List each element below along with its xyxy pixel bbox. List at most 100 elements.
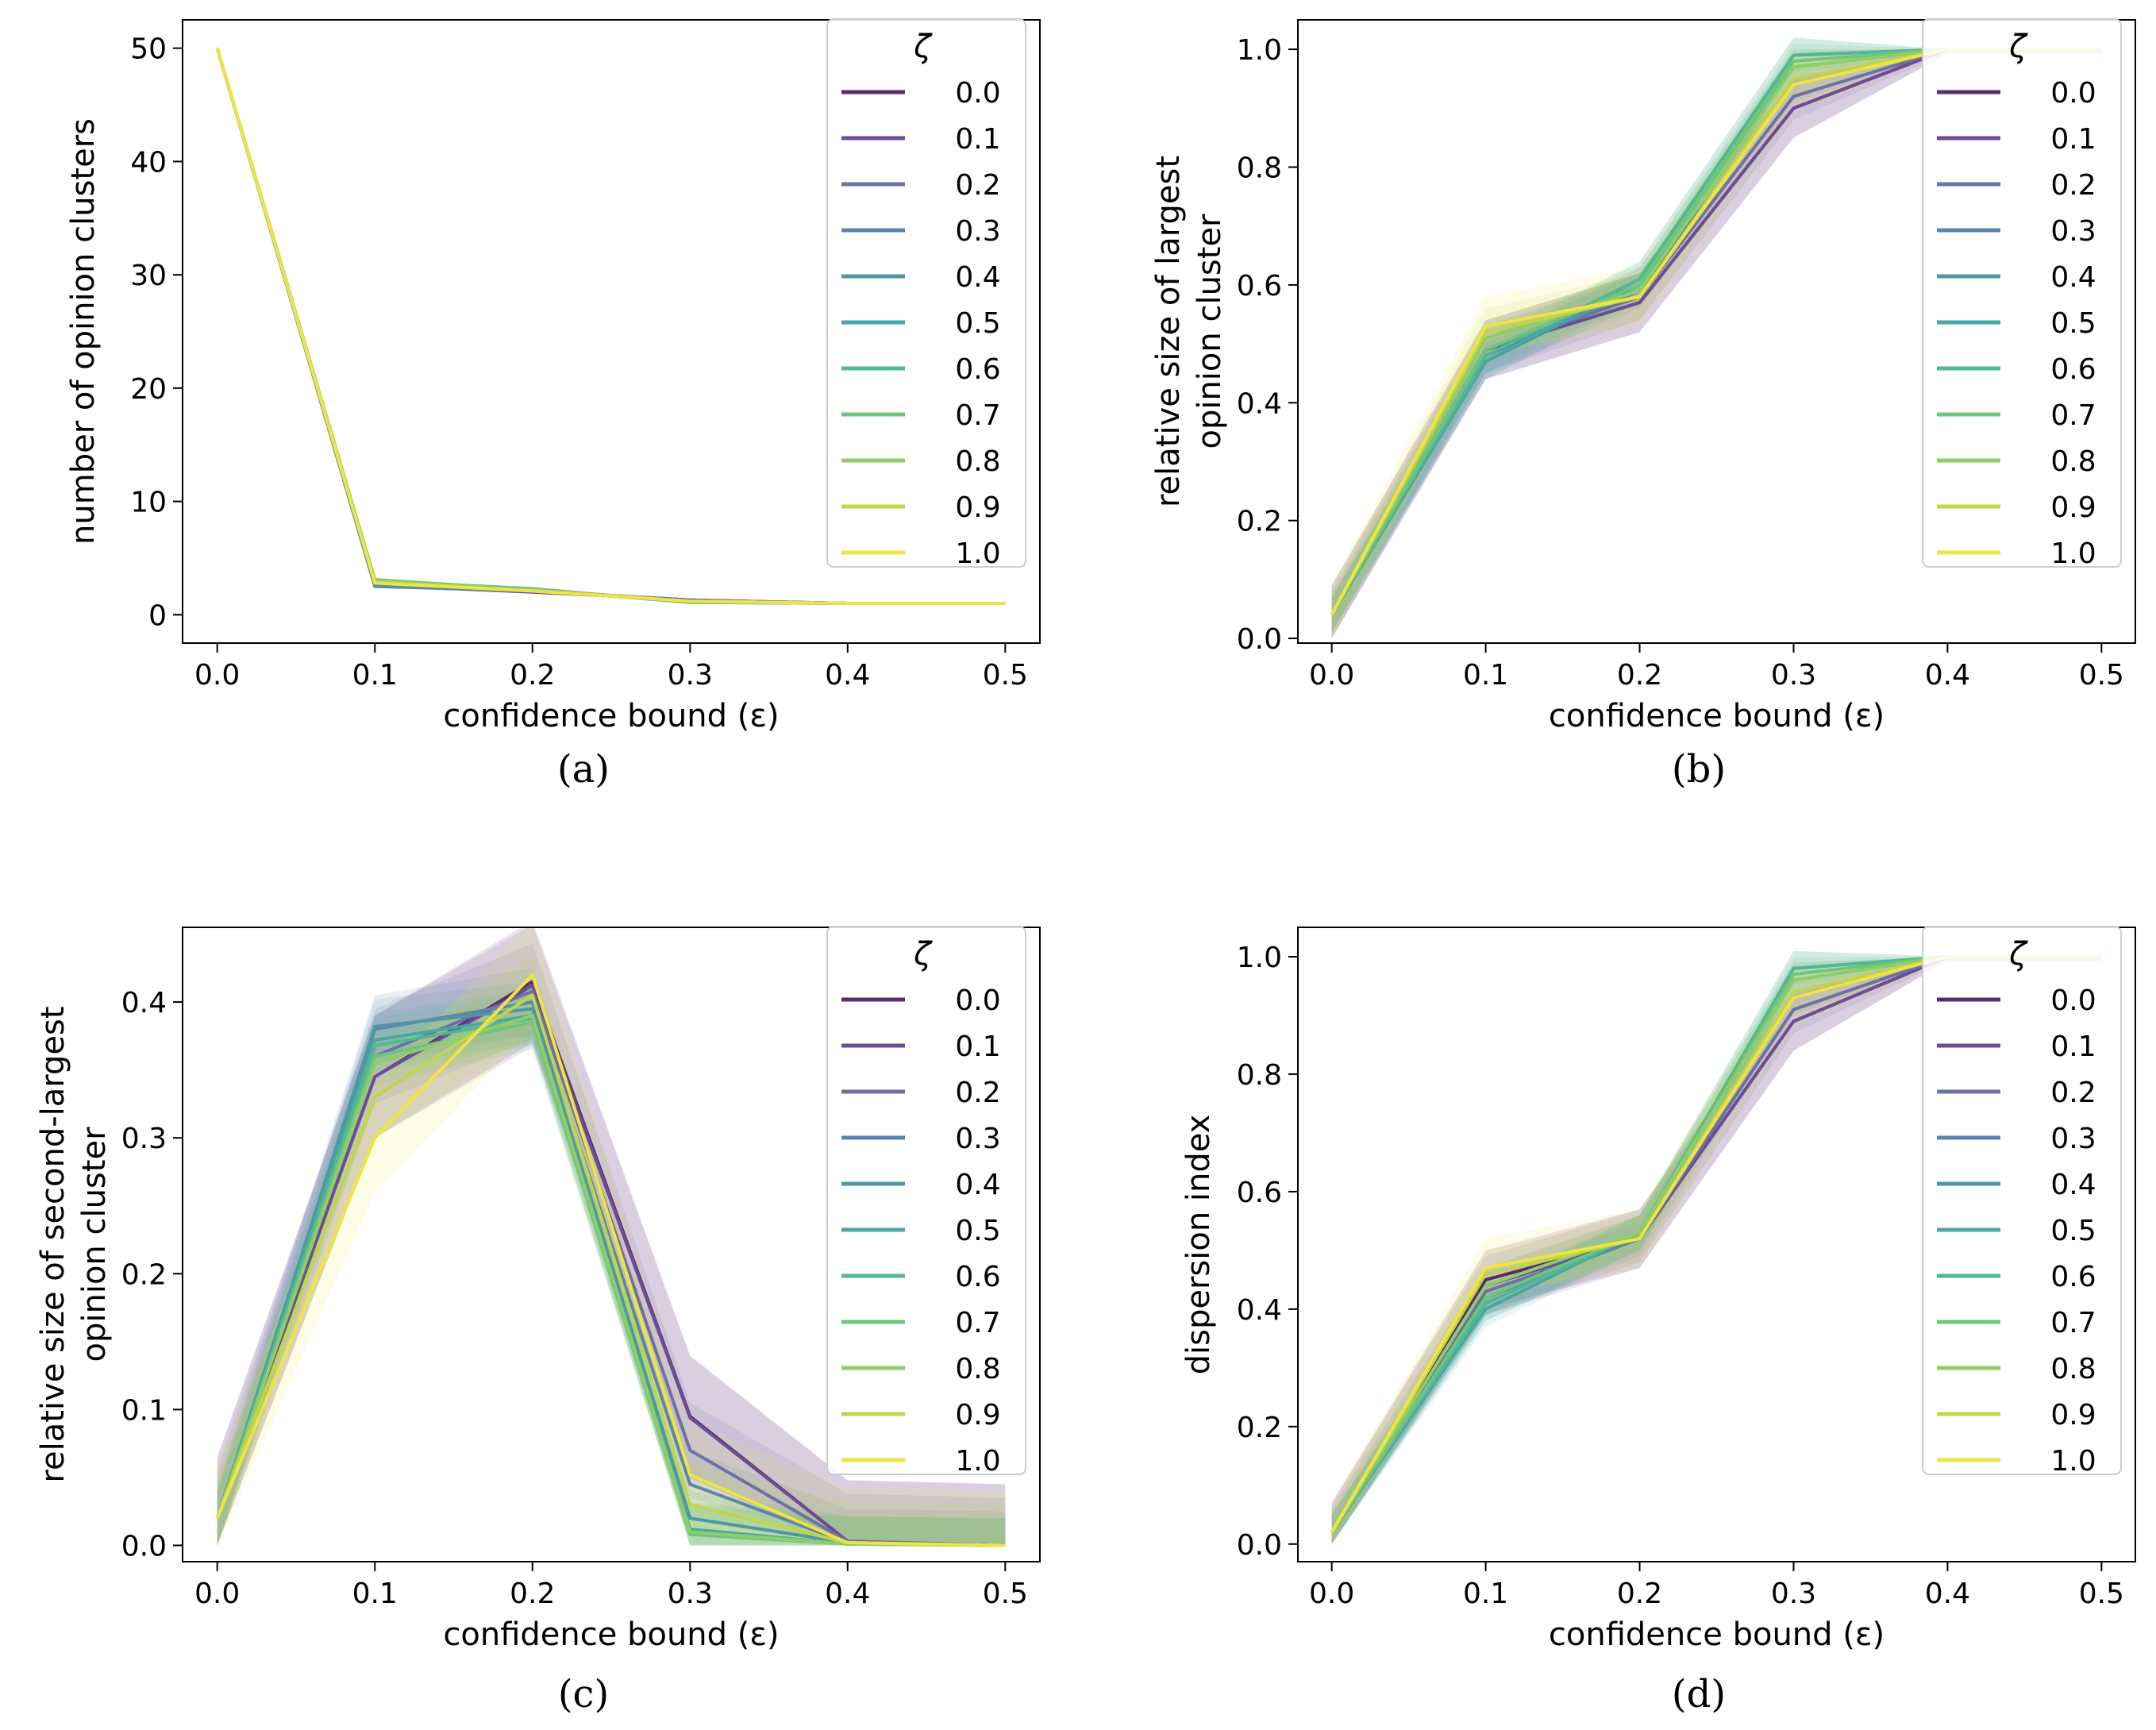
legend-entry-label: 0.3 (955, 215, 1000, 248)
axes-frame (1297, 927, 2136, 1562)
legend-entry-label: 0.8 (2050, 445, 2096, 478)
legend-entry-label: 1.0 (2050, 537, 2096, 570)
x-tick-label: 0.2 (510, 659, 555, 692)
legend-box (826, 926, 1026, 1475)
panel-c: 0.0 0.1 0.2 0.3 0.4 0.5 0.0 0.1 0.2 0.3 0.4 confide… (35, 926, 1041, 1717)
y-axis-label: number of opinion clusters (65, 118, 102, 545)
y-tick-label: 0.2 (1237, 1412, 1282, 1444)
y-tick-label: 1.0 (1237, 942, 1282, 974)
y-tick-label: 0.4 (121, 987, 167, 1019)
legend-entry-label: 1.0 (955, 1445, 1000, 1478)
series-band-0.0 (1331, 956, 2102, 1544)
legend-entry-label: 0.2 (955, 1077, 1000, 1109)
legend-title: ζ (913, 936, 933, 973)
y-tick-label: 0.6 (1237, 270, 1282, 302)
panel-caption: (c) (558, 1672, 609, 1717)
legend-entry-label: 0.9 (955, 1399, 1000, 1431)
legend-entry-label: 0.0 (955, 984, 1000, 1017)
x-tick-label: 0.3 (1771, 1578, 1816, 1610)
legend: ζ 0.0 0.1 0.2 0.3 0.4 0.5 0.6 0.7 0.8 0.9 1.0 (826, 18, 1026, 570)
x-tick-label: 0.5 (983, 1578, 1028, 1610)
panel-caption: (a) (557, 747, 610, 792)
y-tick-label: 0.0 (1237, 623, 1282, 656)
legend-entry-label: 0.2 (2050, 169, 2096, 202)
series-band-1.0 (1331, 956, 2102, 1544)
x-tick-label: 0.5 (2079, 659, 2124, 692)
legend-title: ζ (2008, 29, 2028, 65)
legend-entry-label: 0.8 (2050, 1353, 2096, 1385)
legend-entry-label: 0.1 (955, 1031, 1000, 1063)
x-tick-label: 0.2 (510, 1578, 555, 1610)
y-axis-label: dispersion index (1180, 1115, 1217, 1375)
y-tick-label: 0.3 (121, 1123, 167, 1155)
x-tick-label: 0.3 (668, 659, 713, 692)
legend-entry-label: 0.2 (955, 169, 1000, 202)
legend-entry-label: 0.9 (2050, 491, 2096, 524)
legend-entry-label: 0.8 (955, 445, 1000, 478)
y-tick-label: 1.0 (1237, 34, 1282, 67)
axes-frame (182, 927, 1041, 1562)
legend-entry-label: 0.1 (2050, 1031, 2096, 1063)
legend-entry-label: 0.9 (955, 491, 1000, 524)
plot-area (215, 48, 1006, 606)
y-tick-label: 0.0 (1237, 1529, 1282, 1562)
legend-entry-label: 0.7 (2050, 399, 2096, 432)
x-tick-label: 0.2 (1617, 1578, 1662, 1610)
panel-caption: (d) (1672, 1672, 1726, 1717)
legend-title: ζ (913, 29, 933, 65)
legend-entry-label: 0.4 (955, 261, 1000, 294)
legend-entry-label: 0.2 (2050, 1077, 2096, 1109)
y-tick-label: 10 (130, 487, 167, 519)
legend-entry-label: 0.0 (2050, 77, 2096, 110)
x-tick-label: 0.1 (1463, 1578, 1508, 1610)
x-axis-label: confidence bound (ε) (1549, 1616, 1885, 1653)
y-tick-label: 0.4 (1237, 1294, 1282, 1327)
y-tick-label: 0.2 (121, 1258, 167, 1291)
x-axis-label: confidence bound (ε) (443, 1616, 779, 1653)
legend-box (1922, 18, 2122, 568)
x-tick-label: 0.4 (825, 1578, 870, 1610)
x-tick-label: 0.1 (352, 659, 398, 692)
legend-entry-label: 0.7 (955, 1307, 1000, 1339)
y-tick-label: 0.2 (1237, 506, 1282, 538)
x-tick-label: 0.5 (983, 659, 1028, 692)
series-line-1.0 (215, 973, 1006, 1547)
y-axis-label: relative size of second-largest (35, 1006, 71, 1482)
series-band-0.2 (1331, 49, 2102, 639)
legend-entry-label: 0.5 (2050, 1215, 2096, 1247)
legend-entry-label: 0.9 (2050, 1399, 2096, 1431)
series-band-0.0 (217, 927, 1006, 1546)
legend-entry-label: 0.5 (955, 307, 1000, 340)
legend-entry-label: 0.8 (955, 1353, 1000, 1385)
legend-entry-label: 1.0 (955, 537, 1000, 570)
y-tick-label: 30 (130, 260, 167, 292)
legend-entry-label: 0.5 (955, 1215, 1000, 1247)
x-axis-label: confidence bound (ε) (1549, 698, 1885, 734)
x-tick-label: 0.4 (1925, 659, 1970, 692)
panel-caption: (b) (1672, 747, 1726, 792)
series-band-0.5 (1331, 37, 2102, 633)
y-tick-label: 0.6 (1237, 1177, 1282, 1209)
axes-frame (182, 19, 1041, 644)
y-tick-label: 40 (130, 146, 167, 179)
legend-box (1922, 926, 2122, 1475)
legend-title: ζ (2008, 936, 2028, 973)
legend-entry-label: 0.1 (955, 123, 1000, 156)
legend-entry-label: 0.3 (2050, 215, 2096, 248)
legend-entry-label: 0.3 (955, 1123, 1000, 1155)
legend-box (826, 18, 1026, 568)
plot-area (215, 927, 1006, 1547)
y-tick-label: 0.8 (1237, 1059, 1282, 1092)
x-tick-label: 0.3 (1771, 659, 1816, 692)
series-band-0.9 (1331, 956, 2102, 1544)
legend-entry-label: 0.1 (2050, 123, 2096, 156)
x-tick-label: 0.1 (1463, 659, 1508, 692)
legend-entry-label: 0.6 (2050, 353, 2096, 386)
series-line-1.0 (215, 48, 1006, 606)
y-tick-label: 0 (148, 599, 167, 632)
axes-frame (1297, 19, 2136, 644)
legend-entry-label: 0.7 (2050, 1307, 2096, 1339)
series-band-0.1 (1331, 49, 2102, 639)
legend-entry-label: 0.6 (2050, 1261, 2096, 1293)
legend-entry-label: 0.4 (955, 1169, 1000, 1201)
